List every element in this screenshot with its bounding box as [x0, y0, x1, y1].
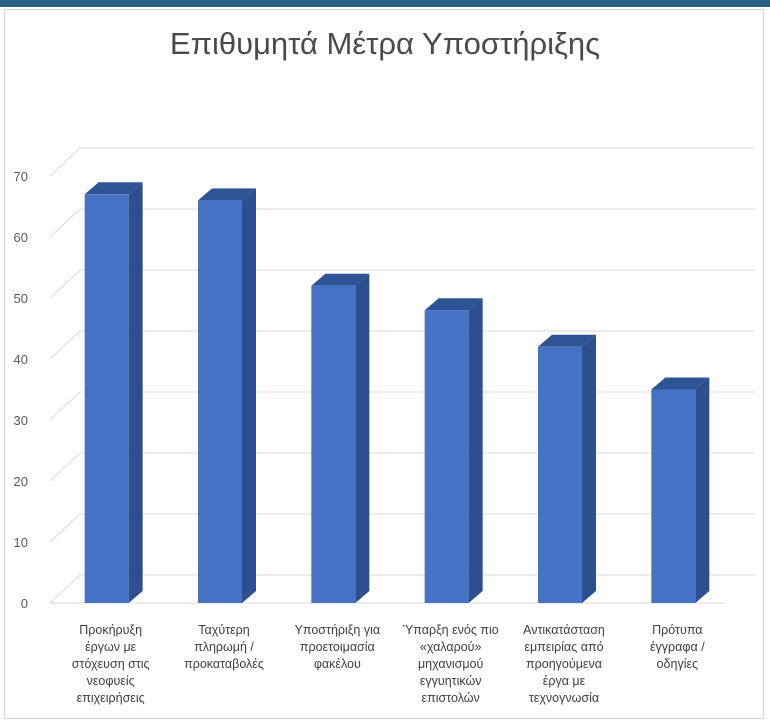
x-category-label-line: έργων με	[85, 640, 137, 654]
bar-side	[128, 182, 143, 604]
bar-top	[424, 298, 483, 311]
bar-top	[198, 188, 256, 201]
gridline-side	[49, 330, 81, 360]
x-category-label-line: οδηγίες	[657, 657, 699, 671]
x-category-label-line: Ύπαρξη ενός πιο	[403, 623, 499, 637]
x-category-label-line: φακέλου	[314, 657, 361, 671]
x-category-label: Προκήρυξη έργων με στόχευση στις νεοφυείς επ…	[72, 623, 150, 705]
x-category-label-line: πληρωμή /	[194, 640, 254, 654]
x-category-label-line: «χαλαρού»	[420, 640, 482, 654]
x-category-label: Ύπαρξη ενός πιο «χαλαρού» μηχανισμού εγγυητ…	[403, 623, 499, 705]
y-tick-label: 40	[14, 352, 28, 367]
bar-top	[538, 334, 596, 347]
x-category-label-line: νεοφυείς	[87, 674, 135, 688]
x-category-label: Αντικατάσταση εμπειρίας από προηγούμενα έργ…	[523, 623, 605, 705]
gridline-side	[49, 574, 81, 604]
gridline-side	[49, 452, 81, 482]
x-category-label-line: Ταχύτερη	[198, 623, 250, 637]
bar-side	[355, 273, 370, 603]
x-category-label-line: στόχευση στις	[72, 657, 150, 671]
chart-frame	[4, 9, 764, 719]
bar	[651, 389, 696, 603]
gridline-side	[49, 208, 81, 238]
x-category-label-line: Αντικατάσταση	[523, 623, 605, 637]
y-tick-label: 20	[14, 474, 28, 489]
x-category-label-line: έγγραφα /	[650, 640, 705, 654]
bar-side	[695, 377, 710, 603]
bar-side	[582, 334, 596, 603]
x-category-label-line: προηγούμενα	[526, 657, 602, 671]
gridline-side	[49, 147, 81, 177]
chart-title: Επιθυμητά Μέτρα Υποστήριξης	[169, 26, 601, 61]
y-tick-label: 0	[21, 596, 28, 611]
x-category-label-line: τεχνογνωσία	[529, 691, 599, 705]
bar-side	[468, 298, 483, 603]
y-tick-label: 30	[14, 413, 28, 428]
x-category-label-line: Πρότυπα	[652, 623, 702, 637]
gridline-side	[49, 391, 81, 421]
bar	[84, 194, 129, 604]
gridline-side	[49, 269, 81, 299]
bar	[538, 346, 582, 603]
bar-top	[311, 273, 370, 286]
x-category-label-line: μηχανισμού	[418, 657, 484, 671]
y-tick-label: 70	[14, 169, 28, 184]
x-category-label-line: Υποστήριξη για	[295, 623, 381, 637]
bar	[424, 310, 469, 603]
y-tick-label: 50	[14, 291, 28, 306]
bar	[311, 285, 356, 603]
x-category-label-line: Προκήρυξη	[79, 623, 142, 637]
bar-side	[242, 188, 256, 603]
x-category-label: Ταχύτερη πληρωμή / προκαταβολές	[184, 623, 264, 671]
bar	[198, 200, 242, 603]
x-category-label-line: προετοιμασία	[300, 640, 375, 654]
bar-top	[651, 377, 710, 390]
bar-top	[84, 182, 143, 195]
window-top-bar	[0, 0, 770, 7]
x-category-label-line: εμπειρίας από	[524, 640, 603, 654]
x-category-label-line: επιστολών	[422, 691, 480, 705]
x-category-label: Υποστήριξη για προετοιμασία φακέλου	[295, 623, 381, 671]
x-category-label-line: έργα με	[543, 674, 586, 688]
y-tick-label: 10	[14, 535, 28, 550]
x-category-label-line: εγγυητικών	[420, 674, 482, 688]
gridline-side	[49, 513, 81, 543]
x-category-label: Πρότυπα έγγραφα / οδηγίες	[650, 623, 705, 671]
y-tick-label: 60	[14, 230, 28, 245]
x-category-label-line: επιχειρήσεις	[77, 691, 145, 705]
x-category-label-line: προκαταβολές	[184, 657, 264, 671]
